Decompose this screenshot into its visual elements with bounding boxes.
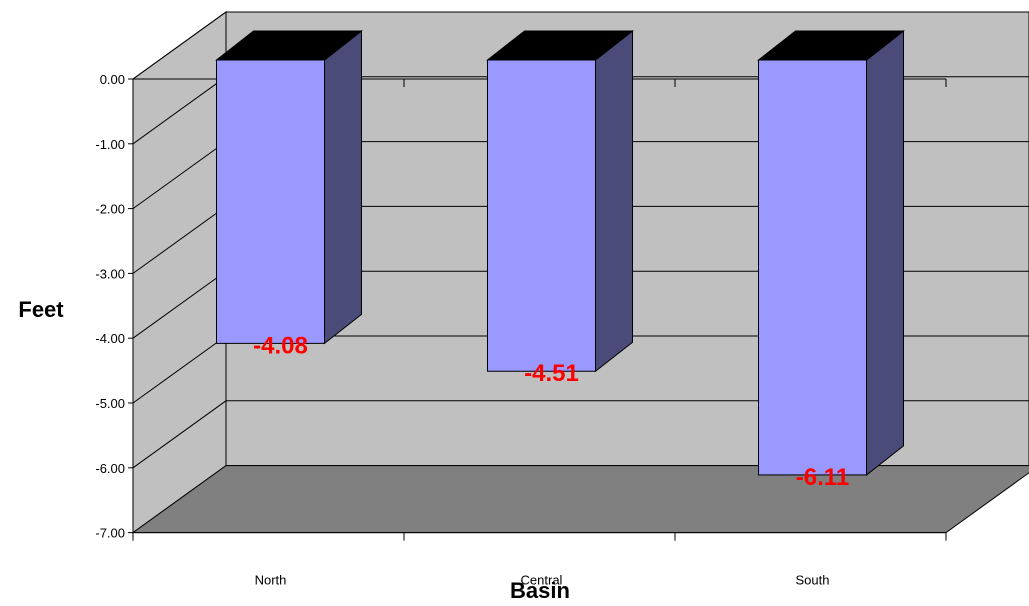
x-category-label: North xyxy=(255,573,287,588)
data-label: -4.08 xyxy=(253,332,308,359)
y-tick-label: -5.00 xyxy=(95,396,125,411)
y-tick-label: -1.00 xyxy=(95,137,125,152)
bar-front xyxy=(487,59,596,372)
gridline xyxy=(132,11,1029,80)
x-axis-title: Basin xyxy=(510,578,570,603)
bar-central xyxy=(486,29,634,373)
bar-front xyxy=(758,59,867,476)
y-tick-label: -3.00 xyxy=(95,266,125,281)
data-label: -6.11 xyxy=(796,464,849,491)
y-tick-label: -2.00 xyxy=(95,202,125,217)
y-tick-label: 0.00 xyxy=(100,72,125,87)
bars xyxy=(215,29,905,476)
bar-side xyxy=(866,29,904,476)
floor xyxy=(131,465,1029,534)
y-tick-label: -6.00 xyxy=(95,461,125,476)
y-axis-title: Feet xyxy=(18,297,64,322)
bar-north xyxy=(215,29,363,345)
bar-side xyxy=(324,29,362,345)
bar-front xyxy=(216,59,325,344)
x-category-label: South xyxy=(796,573,830,588)
data-label: -4.51 xyxy=(524,360,579,387)
y-tick-label: -4.00 xyxy=(95,331,125,346)
bar-side xyxy=(595,29,633,373)
bar-south xyxy=(757,29,905,476)
x-category-label: Central xyxy=(521,573,563,588)
data-labels: -4.08 -4.51 -6.11 xyxy=(253,332,849,491)
x-category-labels: North Central South xyxy=(255,573,830,588)
y-tick-labels: 0.00 -1.00 -2.00 -3.00 -4.00 -5.00 -6.00 -7.00 xyxy=(95,72,125,541)
y-tick-label: -7.00 xyxy=(95,526,125,541)
side-wall xyxy=(132,11,227,534)
